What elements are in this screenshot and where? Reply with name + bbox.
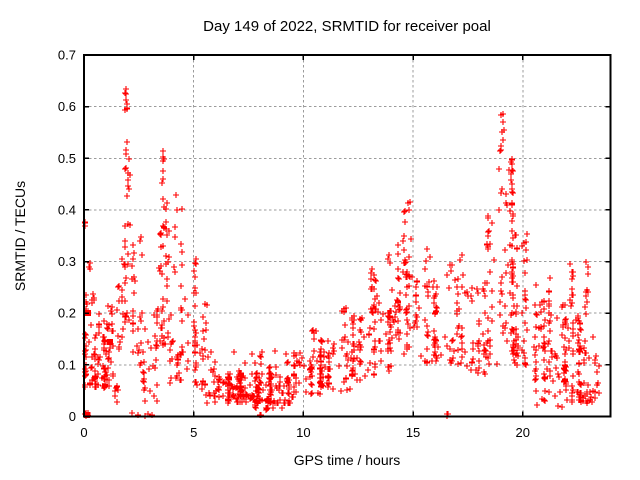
data-point-square [107, 339, 113, 345]
x-tick-label: 5 [190, 425, 197, 440]
axis-ticks [83, 54, 611, 418]
y-tick-label: 0.2 [58, 306, 76, 321]
data-points [82, 86, 602, 419]
y-tick-label: 0.7 [58, 48, 76, 63]
y-tick-label: 0.4 [58, 202, 76, 217]
grid-lines [84, 55, 611, 417]
y-axis-label: SRMTID / TECUs [12, 181, 28, 291]
x-tick-label: 15 [406, 425, 420, 440]
y-tick-label: 0.1 [58, 357, 76, 372]
y-tick-label: 0.3 [58, 254, 76, 269]
x-tick-label: 10 [296, 425, 310, 440]
x-axis-label: GPS time / hours [294, 452, 401, 468]
data-point-square [84, 412, 90, 418]
axis-tick-labels: 0 5 10 15 20 0 0.1 0.2 0.3 0.4 0.5 0.6 0.7 [58, 48, 530, 441]
x-tick-label: 20 [516, 425, 530, 440]
plot-border [83, 54, 612, 418]
chart-title: Day 149 of 2022, SRMTID for receiver poa… [203, 18, 491, 35]
x-tick-label: 0 [80, 425, 87, 440]
y-tick-label: 0 [69, 409, 76, 424]
y-tick-label: 0.5 [58, 151, 76, 166]
y-tick-label: 0.6 [58, 99, 76, 114]
